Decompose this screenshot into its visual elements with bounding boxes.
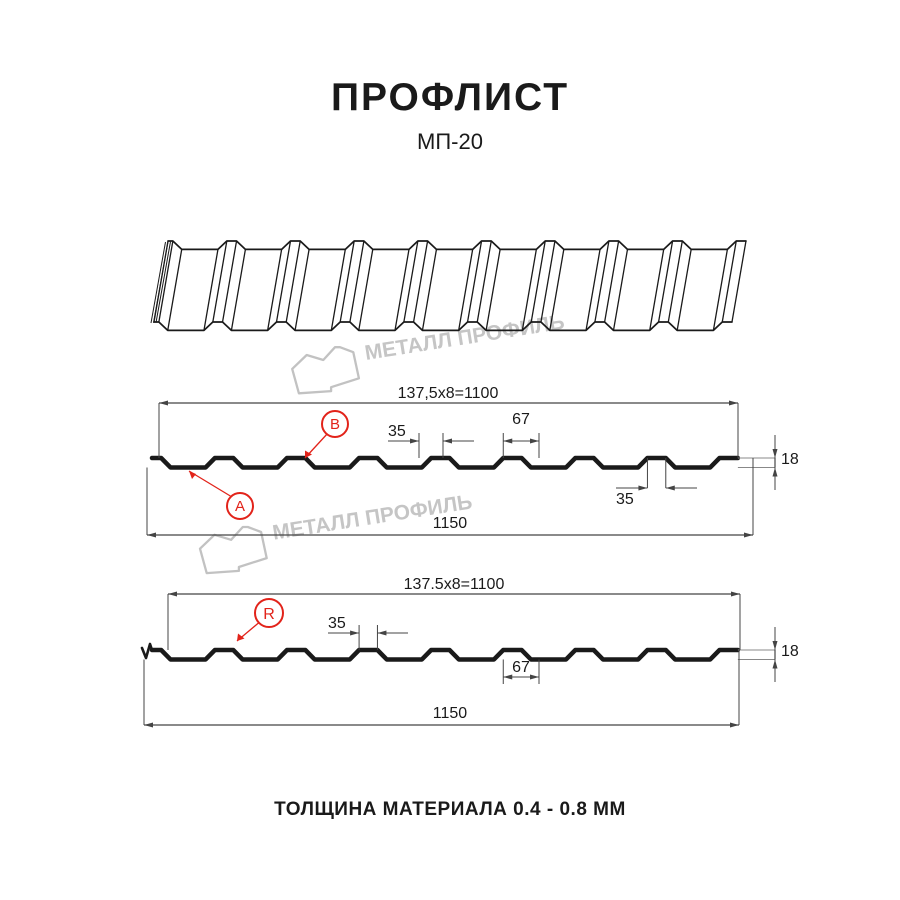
svg-text:1150: 1150: [433, 705, 468, 722]
svg-text:35: 35: [328, 615, 346, 632]
svg-text:137.5x8=1100: 137.5x8=1100: [404, 576, 505, 593]
svg-text:1150: 1150: [433, 515, 468, 532]
svg-text:35: 35: [388, 423, 406, 440]
svg-text:67: 67: [512, 411, 530, 428]
svg-text:МЕТАЛЛ ПРОФИЛЬ: МЕТАЛЛ ПРОФИЛЬ: [363, 311, 566, 365]
svg-text:67: 67: [512, 659, 530, 676]
svg-text:18: 18: [781, 451, 799, 468]
svg-text:18: 18: [781, 643, 799, 660]
svg-text:R: R: [263, 606, 275, 623]
svg-text:A: A: [235, 498, 245, 515]
svg-text:35: 35: [616, 491, 634, 508]
svg-text:B: B: [330, 416, 340, 433]
svg-text:137,5x8=1100: 137,5x8=1100: [398, 385, 499, 402]
